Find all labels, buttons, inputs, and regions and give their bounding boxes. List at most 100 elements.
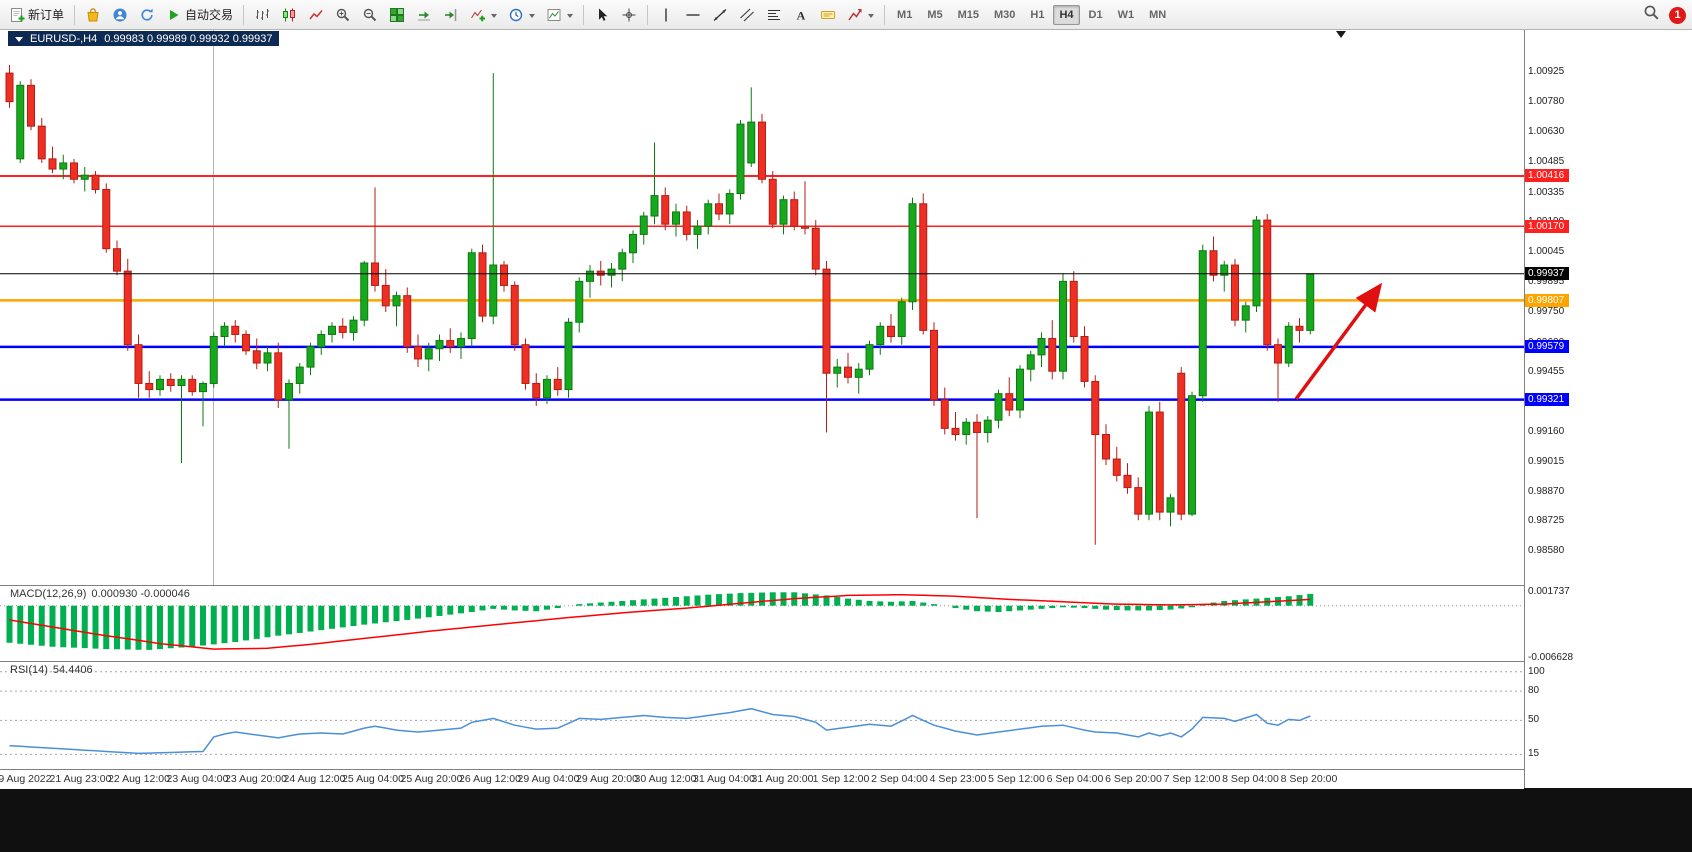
chevron-down-icon[interactable] [491, 13, 498, 21]
candle-body [586, 270, 594, 282]
zoom-in-button[interactable] [330, 2, 356, 28]
candle-body [1274, 344, 1282, 364]
zoom-in-icon [335, 7, 351, 23]
chevron-down-icon[interactable] [868, 13, 875, 21]
horizontal-lines[interactable] [0, 174, 1524, 401]
candle-body [435, 340, 444, 350]
candle-body [231, 325, 240, 335]
candle-body [467, 252, 476, 340]
time-label: 5 Sep 12:00 [988, 773, 1045, 785]
price-badge: 0.99807 [1525, 293, 1569, 307]
tile-windows-icon [389, 7, 405, 23]
market-button[interactable] [80, 2, 106, 28]
candle-body [381, 284, 390, 307]
channel-button[interactable] [734, 2, 760, 28]
candle-body [500, 264, 508, 286]
candle-body [156, 378, 164, 391]
candle-body [908, 203, 917, 303]
trend-arrow[interactable] [1294, 282, 1383, 401]
time-label: 19 Aug 2022 [0, 773, 52, 785]
horizontal-line-button[interactable] [680, 2, 706, 28]
time-label: 26 Aug 12:00 [459, 773, 521, 785]
zoom-out-button[interactable] [357, 2, 383, 28]
price-tick: 1.00335 [1528, 186, 1565, 198]
chevron-down-icon[interactable] [567, 13, 574, 21]
candle-body [951, 427, 960, 436]
trendline-button[interactable] [707, 2, 733, 28]
timeframe-m15[interactable]: M15 [957, 8, 979, 21]
candle-body [725, 193, 734, 215]
new-order-icon [9, 7, 25, 23]
price-tick: 0.99015 [1528, 456, 1565, 468]
timeframe-m1[interactable]: M1 [897, 8, 913, 21]
templates-button[interactable] [541, 2, 578, 28]
text-icon: A [793, 7, 809, 23]
candle-body [618, 252, 627, 270]
right-gutter [1569, 30, 1692, 788]
timeframe-h1[interactable]: H1 [1030, 8, 1045, 21]
candle-body [919, 203, 928, 331]
time-label: 29 Aug 04:00 [517, 773, 580, 785]
candle-body [166, 378, 175, 387]
indicators-button[interactable] [465, 2, 502, 28]
macd-signal-line [9, 593, 1311, 650]
new-order-button-label: 新订单 [28, 8, 65, 22]
price-tick: 1.00045 [1528, 245, 1565, 257]
candlestick-series [5, 64, 1315, 545]
pane-separators[interactable] [0, 585, 1524, 662]
time-label: 23 Aug 20:00 [225, 773, 287, 785]
trendline-icon [712, 7, 728, 23]
time-label: 23 Aug 04:00 [166, 773, 229, 785]
price-scale[interactable]: 1.00925 1.00780 1.00630 1.00485 1.00335 1.001… [1524, 30, 1573, 788]
profile-button[interactable] [107, 2, 133, 28]
chevron-down-icon[interactable] [529, 13, 536, 21]
periods-button[interactable] [503, 2, 540, 28]
candle-body [478, 252, 487, 317]
text-button[interactable]: A [788, 2, 814, 28]
line-chart-button[interactable] [303, 2, 329, 28]
candle-body [59, 162, 68, 170]
profile-icon [112, 7, 128, 23]
cursor-button[interactable] [589, 2, 615, 28]
vertical-line-button[interactable] [653, 2, 679, 28]
candle-body [1134, 487, 1143, 515]
candlestick-chart-button[interactable] [276, 2, 302, 28]
auto-scroll-button[interactable] [411, 2, 437, 28]
timeframe-d1[interactable]: D1 [1088, 8, 1103, 21]
candle-body [553, 378, 562, 391]
toolbar: 新订单 自动交易 A M1 M5 M15 M30 H1 H4 D1 W1 MN [0, 0, 1692, 30]
candle-body [973, 421, 981, 433]
macd-histogram [6, 592, 1314, 650]
refresh-button[interactable] [134, 2, 160, 28]
new-order-button[interactable]: 新订单 [4, 2, 69, 28]
price-tick: 0.99895 [1528, 276, 1565, 288]
bars-icon [254, 7, 270, 23]
timeframe-mn[interactable]: MN [1149, 8, 1167, 21]
arrows-button[interactable] [842, 2, 879, 28]
crosshair-button[interactable] [616, 2, 642, 28]
candle-body [80, 174, 89, 180]
autotrading-button[interactable]: 自动交易 [161, 2, 238, 28]
candle-body [1080, 335, 1089, 382]
chart-shift-button[interactable] [438, 2, 464, 28]
time-label: 6 Sep 20:00 [1105, 773, 1162, 785]
candle-body [768, 178, 777, 225]
bar-chart-button[interactable] [249, 2, 275, 28]
tile-windows-button[interactable] [384, 2, 410, 28]
text-label-button[interactable] [815, 2, 841, 28]
timeframe-h4[interactable]: H4 [1053, 4, 1080, 25]
search-icon[interactable] [1643, 4, 1660, 26]
notification-badge[interactable]: 1 [1669, 6, 1686, 24]
timeframe-m5[interactable]: M5 [927, 8, 943, 21]
timeframe-m30[interactable]: M30 [994, 8, 1016, 21]
candle-body [596, 270, 605, 276]
autotrading-button-label: 自动交易 [185, 8, 234, 22]
candle-body [1252, 219, 1261, 307]
price-tick: 100 [1528, 665, 1545, 677]
timeframe-w1[interactable]: W1 [1117, 8, 1135, 21]
fibonacci-button[interactable] [761, 2, 787, 28]
candle-body [1220, 264, 1229, 276]
chart-menu-icon[interactable] [15, 36, 23, 46]
